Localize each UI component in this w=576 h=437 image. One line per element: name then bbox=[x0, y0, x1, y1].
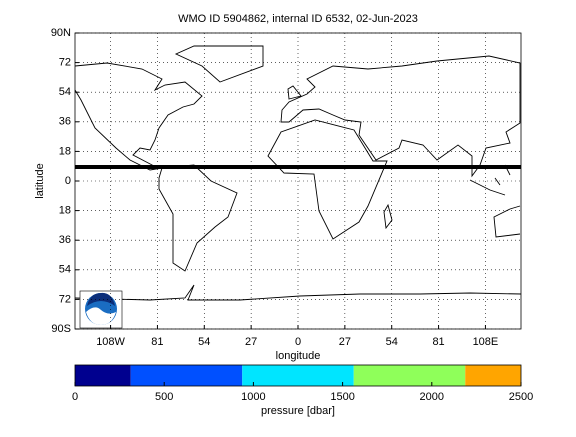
y-tick-label: 18 bbox=[59, 205, 71, 217]
eurasia bbox=[280, 55, 521, 178]
y-tick-label: 0 bbox=[65, 175, 71, 187]
x-axis-label: longitude bbox=[276, 350, 321, 362]
y-tick-label: 54 bbox=[59, 86, 71, 98]
colorbar-tick-label: 2500 bbox=[509, 391, 533, 403]
colorbar-segment bbox=[75, 365, 131, 386]
british-isles bbox=[287, 85, 302, 100]
x-tick-label: 81 bbox=[432, 336, 444, 348]
x-tick-label: 0 bbox=[295, 336, 301, 348]
logo-wave bbox=[86, 307, 116, 325]
y-tick-label: 90N bbox=[51, 27, 71, 39]
x-tick-label: 27 bbox=[339, 336, 351, 348]
colorbar-label: pressure [dbar] bbox=[261, 405, 335, 417]
noaa-logo bbox=[79, 290, 123, 329]
y-tick-label: 90S bbox=[51, 323, 71, 335]
colorbar-segment bbox=[242, 365, 354, 386]
logo-top bbox=[87, 292, 115, 306]
x-tick-label: 54 bbox=[386, 336, 398, 348]
x-tick-label: 108E bbox=[473, 336, 499, 348]
colorbar-tick-label: 1000 bbox=[241, 391, 265, 403]
title: WMO ID 5904862, internal ID 6532, 02-Jun… bbox=[178, 13, 418, 25]
colorbar-segment bbox=[130, 365, 243, 386]
colorbar-tick-label: 0 bbox=[72, 391, 78, 403]
x-tick-label: 81 bbox=[151, 336, 163, 348]
colorbar-frame bbox=[74, 364, 522, 387]
madagascar bbox=[383, 203, 393, 230]
africa bbox=[267, 119, 388, 240]
x-tick-label: 54 bbox=[198, 336, 210, 348]
colorbar-tick-label: 2000 bbox=[420, 391, 444, 403]
australia bbox=[493, 205, 521, 238]
y-axis-label: latitude bbox=[34, 163, 46, 198]
greenland bbox=[174, 45, 264, 83]
y-tick-label: 36 bbox=[59, 234, 71, 246]
y-tick-label: 54 bbox=[59, 264, 71, 276]
y-tick-label: 72 bbox=[59, 57, 71, 69]
colorbar-segment bbox=[465, 365, 521, 386]
north-america bbox=[74, 62, 203, 171]
y-tick-label: 72 bbox=[59, 293, 71, 305]
colorbar-tick-label: 1500 bbox=[330, 391, 354, 403]
x-tick-label: 27 bbox=[245, 336, 257, 348]
colorbar-tick-label: 500 bbox=[155, 391, 173, 403]
colorbar-segment bbox=[353, 365, 466, 386]
x-tick-label: 108W bbox=[96, 336, 125, 348]
y-tick-label: 36 bbox=[59, 116, 71, 128]
y-tick-label: 18 bbox=[59, 145, 71, 157]
antarctica bbox=[74, 284, 522, 301]
